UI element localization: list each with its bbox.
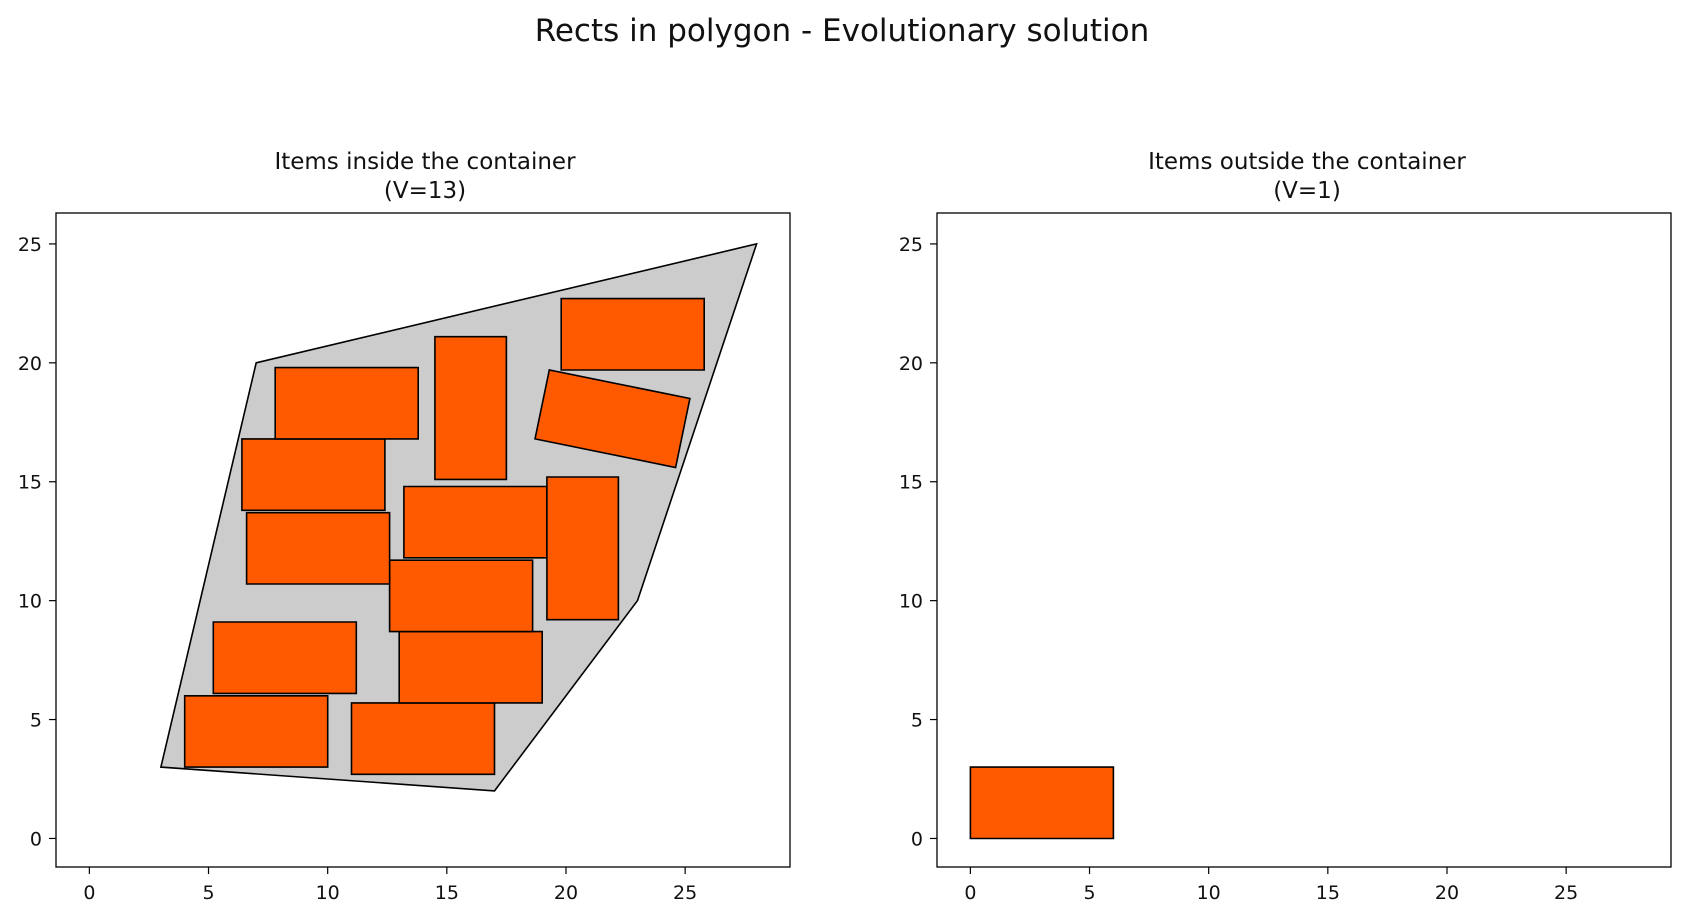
panel-subtitle-inside: (V=13): [384, 178, 466, 204]
x-tick-label: 15: [1316, 882, 1340, 904]
x-tick-label: 20: [1435, 882, 1459, 904]
item-rect-4: [398, 630, 544, 704]
item-rect-5: [388, 559, 534, 633]
item-rect-13: [560, 297, 706, 371]
y-tick-label: 20: [899, 353, 923, 375]
plot-area-inside: 0 5 10 15 20 25 0 5 10 15 20 25: [18, 212, 791, 904]
item-rect-1: [969, 766, 1115, 840]
y-tick-label: 15: [899, 472, 923, 494]
y-tick-label: 0: [911, 828, 923, 850]
panel-outside: Items outside the container (V=1) 0 5 10 15…: [899, 149, 1672, 904]
y-tick-label: 0: [30, 828, 42, 850]
item-rect-1: [183, 694, 329, 768]
x-tick-label: 25: [673, 882, 697, 904]
y-tick-label: 25: [18, 234, 42, 256]
x-tick-label: 20: [554, 882, 578, 904]
figure-suptitle: Rects in polygon - Evolutionary solution: [535, 13, 1150, 49]
y-tick-label: 10: [18, 591, 42, 613]
y-tick-label: 5: [911, 710, 923, 732]
panel-subtitle-outside: (V=1): [1273, 178, 1341, 204]
item-rect-8: [546, 476, 620, 621]
y-tick-label: 10: [899, 591, 923, 613]
panel-title-outside: Items outside the container: [1148, 149, 1466, 175]
y-tick-label: 15: [18, 472, 42, 494]
item-rect-6: [245, 511, 391, 585]
axes-frame-inside: [55, 212, 791, 868]
y-tick-label: 20: [18, 353, 42, 375]
item-rect-11: [274, 366, 420, 440]
x-tick-label: 5: [202, 882, 214, 904]
panel-title-inside: Items inside the container: [274, 149, 576, 175]
panel-inside: Items inside the container (V=13) 0 5 10 15…: [18, 149, 791, 904]
item-rect-9: [241, 438, 386, 512]
item-rect-3: [212, 621, 358, 695]
item-rect-12: [534, 369, 691, 469]
x-tick-label: 5: [1083, 882, 1095, 904]
y-tick-label: 5: [30, 710, 42, 732]
x-tick-label: 25: [1554, 882, 1578, 904]
x-tick-label: 10: [1197, 882, 1221, 904]
x-tick-label: 10: [316, 882, 340, 904]
x-tick-label: 0: [964, 882, 976, 904]
axes-frame-outside: [936, 212, 1672, 868]
item-rect-10: [434, 335, 508, 481]
x-tick-label: 15: [435, 882, 459, 904]
plot-area-outside: 0 5 10 15 20 25 0 5 10 15 20 25: [899, 212, 1672, 904]
x-tick-label: 0: [83, 882, 95, 904]
item-rect-7: [403, 485, 548, 559]
y-tick-label: 25: [899, 234, 923, 256]
item-rect-2: [350, 702, 496, 776]
